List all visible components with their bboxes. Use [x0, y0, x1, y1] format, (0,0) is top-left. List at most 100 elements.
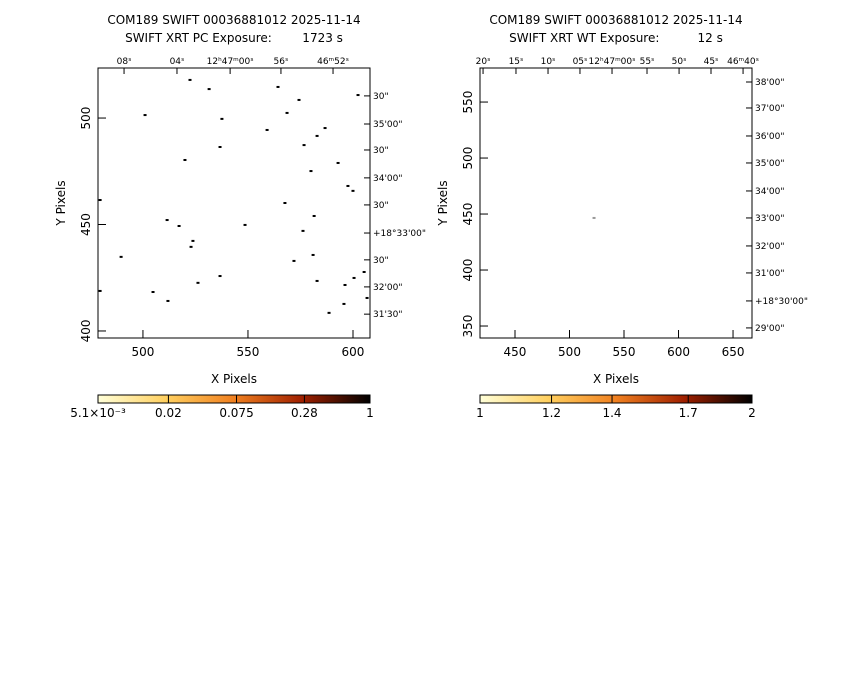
colorbar-tick-label: 1.7 — [679, 406, 698, 420]
source-pixel — [243, 223, 247, 226]
source-pixel — [351, 189, 355, 192]
colorbar — [97, 394, 371, 404]
top-tick-label: 46ᵐ52ˢ — [317, 57, 349, 67]
x-tick-label: 550 — [613, 345, 636, 359]
colorbar-tick-label: 0.075 — [219, 406, 253, 420]
right-tick-label: 34'00" — [373, 174, 403, 184]
source-pixel — [297, 98, 301, 101]
source-pixel — [191, 239, 195, 242]
source-pixel — [218, 275, 222, 278]
colorbar-tick-label: 0.28 — [291, 406, 318, 420]
top-tick-label: 55ˢ — [640, 57, 655, 67]
right-tick-label: 35'00" — [755, 159, 785, 169]
y-tick-label: 400 — [461, 259, 475, 282]
source-pixel — [98, 199, 102, 202]
right-tick-label: 37'00" — [755, 104, 785, 114]
right-tick-label: +18°30'00" — [755, 297, 808, 307]
source-pixel — [177, 224, 181, 227]
source-pixel — [365, 296, 369, 299]
source-pixel — [143, 114, 147, 117]
source-pixel — [362, 270, 366, 273]
source-pixel — [323, 127, 327, 130]
y-tick-label: 350 — [461, 315, 475, 338]
colorbar-tick-label: 2 — [748, 406, 756, 420]
source-pixel — [301, 229, 305, 232]
top-tick-label: 08ˢ — [117, 57, 132, 67]
top-tick-label: 04ˢ — [170, 57, 185, 67]
top-tick-label: 15ˢ — [509, 57, 524, 67]
y-axis-label: Y Pixels — [54, 180, 68, 226]
source-pixel — [189, 245, 193, 248]
x-tick-label: 550 — [237, 345, 260, 359]
right-tick-label: 30" — [373, 146, 389, 156]
right-tick-label: 31'30" — [373, 310, 403, 320]
x-tick-label: 450 — [504, 345, 527, 359]
chart-title: COM189 SWIFT 00036881012 2025-11-14 — [107, 13, 360, 27]
source-pixel — [165, 219, 169, 222]
x-tick-label: 600 — [342, 345, 365, 359]
colorbar-tick-label: 1 — [476, 406, 484, 420]
x-tick-label: 500 — [131, 345, 154, 359]
source-pixel — [207, 88, 211, 91]
x-tick-label: 500 — [558, 345, 581, 359]
source-pixel — [343, 283, 347, 286]
y-tick-label: 450 — [79, 213, 93, 236]
y-tick-label: 500 — [461, 147, 475, 170]
top-tick-label: 20ˢ — [476, 57, 491, 67]
x-tick-label: 600 — [667, 345, 690, 359]
source-pixel — [218, 145, 222, 148]
source-pixel — [327, 311, 331, 314]
right-tick-label: 32'00" — [755, 242, 785, 252]
colorbar-tick-label: 0.02 — [155, 406, 182, 420]
right-tick-label: 31'00" — [755, 269, 785, 279]
chart-subtitle: SWIFT XRT PC Exposure: 1723 s — [125, 31, 343, 45]
top-tick-label: 50ˢ — [672, 57, 687, 67]
chart-title: COM189 SWIFT 00036881012 2025-11-14 — [489, 13, 742, 27]
x-axis-label: X Pixels — [593, 372, 639, 386]
x-axis-label: X Pixels — [211, 372, 257, 386]
top-tick-label: 05ˢ — [573, 57, 588, 67]
source-pixel — [311, 253, 315, 256]
source-pixel — [188, 78, 192, 81]
plot-frame — [97, 67, 371, 339]
source-pixel — [592, 216, 596, 219]
right-tick-label: 35'00" — [373, 120, 403, 130]
right-tick-label: 36'00" — [755, 132, 785, 142]
source-pixel — [166, 299, 170, 302]
right-tick-label: 30" — [373, 201, 389, 211]
right-tick-label: +18°33'00" — [373, 229, 426, 239]
colorbar-tick-label: 5.1×10⁻³ — [70, 406, 126, 420]
source-pixel — [336, 161, 340, 164]
colorbar-tick-label: 1.4 — [602, 406, 621, 420]
source-pixel — [196, 281, 200, 284]
y-tick-label: 500 — [79, 107, 93, 130]
top-tick-label: 10ˢ — [541, 57, 556, 67]
right-tick-label: 32'00" — [373, 283, 403, 293]
right-tick-label: 30" — [373, 92, 389, 102]
chart-subtitle: SWIFT XRT WT Exposure: 12 s — [509, 31, 723, 45]
source-pixel — [151, 291, 155, 294]
y-tick-label: 550 — [461, 91, 475, 114]
colorbar-tick-label: 1.2 — [542, 406, 561, 420]
top-tick-label: 56ˢ — [274, 57, 289, 67]
colorbar-tick-label: 1 — [366, 406, 374, 420]
top-tick-label: 46ᵐ40ˢ — [727, 57, 759, 67]
source-pixel — [283, 202, 287, 204]
source-pixel — [352, 276, 356, 279]
source-pixel — [356, 94, 360, 97]
source-pixel — [315, 279, 319, 282]
y-tick-label: 400 — [79, 320, 93, 343]
source-pixel — [309, 170, 313, 173]
right-tick-label: 34'00" — [755, 187, 785, 197]
x-tick-label: 650 — [722, 345, 745, 359]
colorbar — [479, 394, 753, 404]
source-pixel — [276, 85, 280, 88]
source-pixel — [342, 302, 346, 305]
y-tick-label: 450 — [461, 203, 475, 226]
y-axis-label: Y Pixels — [436, 180, 450, 226]
source-pixel — [292, 259, 296, 262]
source-pixel — [312, 214, 316, 217]
right-tick-label: 33'00" — [755, 214, 785, 224]
top-tick-label: 45ˢ — [704, 57, 719, 67]
